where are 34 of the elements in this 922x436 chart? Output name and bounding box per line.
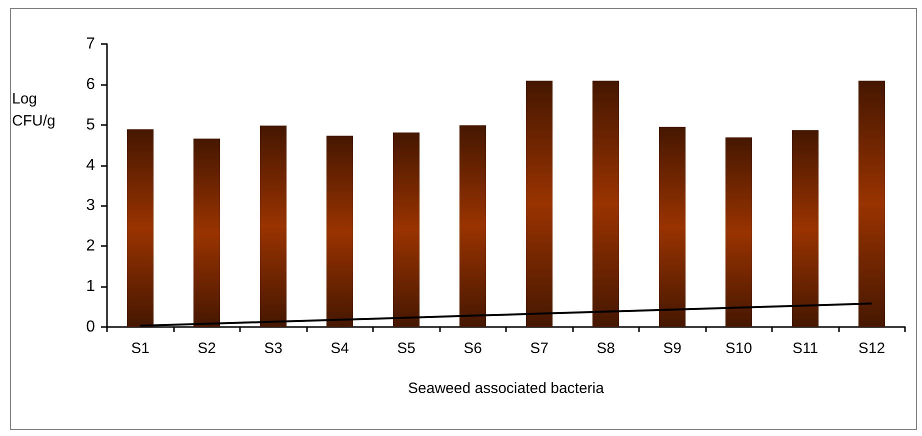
bar — [260, 126, 287, 327]
bar — [392, 132, 420, 327]
x-tick-label: S8 — [596, 340, 615, 357]
x-tick-label: S6 — [464, 340, 482, 357]
bar — [326, 136, 354, 327]
x-tick-label: S7 — [530, 340, 548, 357]
bar — [459, 125, 486, 327]
bar — [792, 130, 819, 327]
y-tick-label: 5 — [86, 116, 96, 134]
bar — [592, 80, 620, 327]
y-tick-label: 6 — [86, 76, 96, 93]
y-tick-label: 3 — [86, 197, 96, 214]
bar — [526, 80, 553, 327]
y-tick-label: 0 — [86, 318, 96, 336]
x-tick-label: S10 — [725, 340, 752, 357]
y-tick-label: 2 — [86, 238, 96, 255]
bar — [658, 126, 686, 327]
y-tick-label: 1 — [86, 278, 96, 296]
bar — [858, 80, 886, 327]
x-tick-label: S5 — [397, 340, 416, 357]
x-tick-label: S4 — [330, 340, 349, 357]
x-tick-label: S1 — [131, 340, 150, 357]
y-tick-label: 4 — [86, 156, 96, 174]
bar — [193, 138, 220, 327]
bar — [126, 129, 154, 327]
x-tick-label: S12 — [858, 340, 886, 357]
y-tick-label: 7 — [86, 36, 96, 52]
y-axis-title: Log CFU/g — [12, 90, 56, 130]
x-tick-label: S9 — [663, 340, 682, 357]
bar — [725, 137, 752, 327]
x-tick-label: S3 — [264, 340, 282, 357]
x-axis-title: Seaweed associated bacteria — [408, 380, 605, 397]
x-tick-label: S2 — [198, 340, 216, 357]
x-tick-label: S11 — [792, 340, 818, 357]
